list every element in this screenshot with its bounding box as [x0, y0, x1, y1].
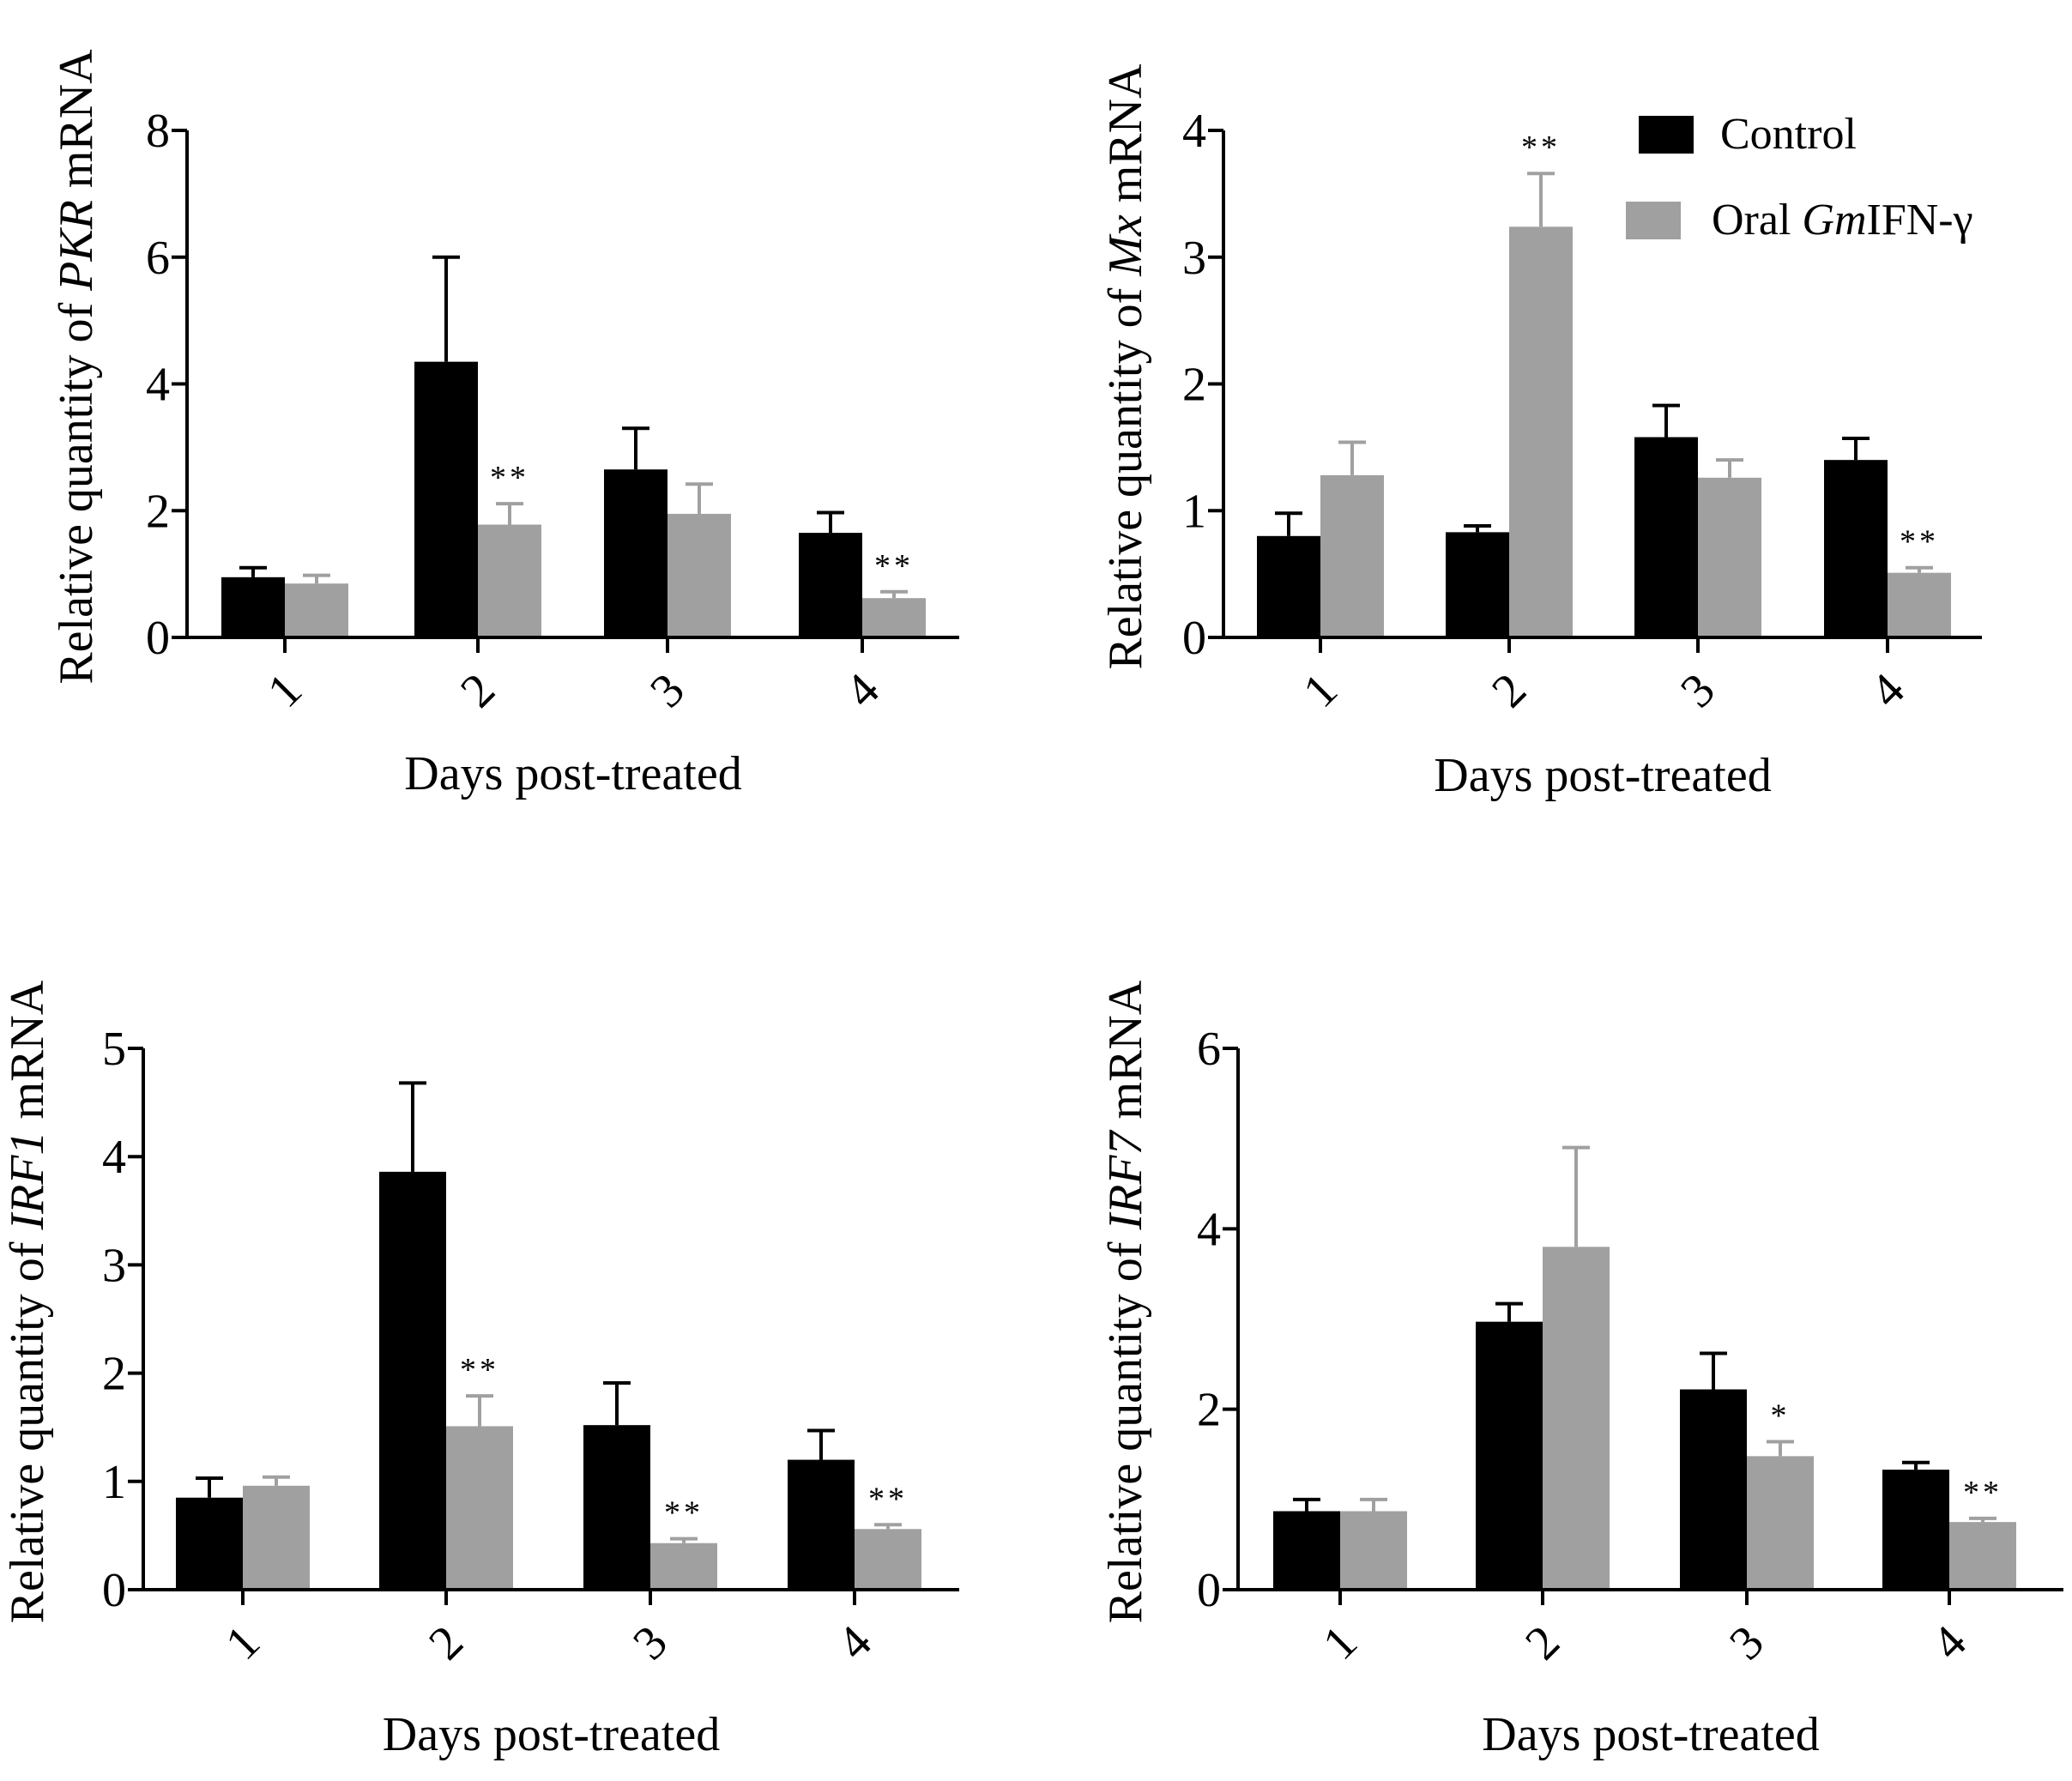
bar-treated-day-4 — [1888, 572, 1951, 637]
bar-treated-day-2 — [478, 524, 541, 637]
significance-mark: ** — [874, 548, 914, 584]
x-axis-title: Days post-treated — [1482, 1708, 1819, 1761]
y-tick-label: 4 — [102, 1131, 126, 1184]
y-tick-label: 1 — [102, 1456, 126, 1509]
x-tick-label: 1 — [1313, 1615, 1368, 1670]
y-tick-label: 0 — [146, 612, 170, 665]
bar-control-day-3 — [1634, 437, 1698, 637]
x-axis-title: Days post-treated — [383, 1708, 720, 1761]
y-tick-label: 6 — [146, 232, 170, 285]
y-tick-label: 8 — [146, 105, 170, 158]
x-tick-label: 1 — [257, 663, 312, 718]
x-tick-label: 2 — [450, 663, 505, 718]
bar-treated-day-4 — [862, 598, 926, 637]
x-tick-label: 4 — [1860, 663, 1915, 718]
y-tick-label: 5 — [102, 1023, 126, 1076]
y-tick-label: 2 — [102, 1348, 126, 1401]
bar-control-day-3 — [583, 1425, 650, 1590]
chart-panel-2: ** ** 0 1 2 3 4 1 2 3 4 Days post-treated Relative q… — [1099, 63, 1982, 802]
y-tick-label: 6 — [1197, 1023, 1221, 1076]
significance-mark: ** — [460, 1352, 499, 1388]
bar-treated-day-2 — [446, 1426, 513, 1590]
significance-mark: ** — [664, 1495, 704, 1531]
y-tick-label: 2 — [146, 485, 170, 538]
bar-treated-day-3 — [650, 1543, 717, 1590]
y-tick-label: 0 — [1182, 612, 1206, 665]
bar-control-day-3 — [604, 469, 668, 637]
bar-control-day-4 — [1882, 1470, 1949, 1590]
bar-control-day-4 — [1824, 460, 1888, 637]
y-tick-label: 0 — [102, 1564, 126, 1617]
y-tick-label: 3 — [1182, 232, 1206, 285]
y-axis-title: Relative quantity of PKR mRNA — [50, 49, 103, 685]
x-tick-label: 2 — [1482, 663, 1537, 718]
bar-control-day-2 — [1476, 1321, 1543, 1590]
bar-control-day-1 — [1257, 535, 1320, 637]
y-tick-label: 2 — [1182, 359, 1206, 412]
bar-control-day-2 — [414, 361, 478, 637]
significance-mark: ** — [1900, 524, 1939, 560]
x-tick-label: 3 — [1670, 663, 1725, 718]
bar-treated-day-2 — [1543, 1247, 1610, 1590]
x-tick-label: 4 — [1922, 1615, 1977, 1670]
bar-treated-day-3 — [1698, 477, 1761, 637]
bar-control-day-1 — [176, 1497, 243, 1590]
bar-control-day-3 — [1680, 1389, 1747, 1590]
legend: Control Oral GmIFN-γ — [1626, 110, 1973, 245]
legend-swatch-control — [1639, 116, 1694, 154]
bar-treated-day-2 — [1509, 226, 1573, 637]
legend-swatch-treated — [1626, 202, 1681, 239]
significance-mark: ** — [868, 1481, 908, 1517]
y-axis-title: Relative quantity of IRF7 mRNA — [1099, 980, 1152, 1623]
y-tick-label: 4 — [1197, 1203, 1221, 1256]
legend-label-control: Control — [1720, 110, 1857, 159]
panels: ** ** 0 2 4 6 8 1 2 3 4 Days post-treated Relative q… — [1, 49, 2063, 1761]
bar-treated-day-1 — [1340, 1511, 1407, 1590]
bar-treated-day-4 — [1949, 1522, 2016, 1590]
y-tick-label: 4 — [1182, 105, 1206, 158]
y-tick-label: 3 — [102, 1239, 126, 1292]
bar-control-day-2 — [379, 1171, 446, 1590]
x-tick-label: 1 — [1293, 663, 1348, 718]
bar-control-day-4 — [799, 533, 862, 637]
bar-control-day-1 — [221, 577, 285, 637]
y-tick-label: 0 — [1197, 1564, 1221, 1617]
x-axis-title: Days post-treated — [1434, 749, 1771, 802]
bar-treated-day-3 — [1747, 1456, 1814, 1590]
y-tick-label: 1 — [1182, 485, 1206, 538]
y-axis-title: Relative quantity of IRF1 mRNA — [1, 980, 54, 1623]
bar-treated-day-3 — [668, 513, 731, 637]
significance-mark: ** — [1521, 130, 1561, 166]
x-tick-label: 2 — [419, 1615, 474, 1670]
x-tick-label: 3 — [623, 1615, 678, 1670]
y-axis-title: Relative quantity of Mx mRNA — [1099, 63, 1152, 670]
significance-mark: ** — [1963, 1475, 2003, 1511]
x-tick-label: 3 — [1719, 1615, 1774, 1670]
bar-treated-day-4 — [855, 1529, 921, 1590]
chart-panel-3: ** ** ** 0 1 2 3 4 5 1 2 3 4 Days post-treated Relativ… — [1, 980, 959, 1761]
significance-mark: ** — [490, 460, 529, 496]
x-axis-title: Days post-treated — [404, 747, 741, 800]
y-tick-label: 4 — [146, 359, 170, 412]
bar-treated-day-1 — [1320, 474, 1384, 637]
x-tick-label: 4 — [835, 663, 890, 718]
significance-mark: * — [1771, 1398, 1791, 1434]
bar-control-day-1 — [1273, 1511, 1340, 1590]
bar-control-day-2 — [1446, 532, 1509, 637]
bar-control-day-4 — [788, 1459, 855, 1590]
bar-treated-day-1 — [243, 1485, 310, 1590]
y-tick-label: 2 — [1197, 1384, 1221, 1437]
x-tick-label: 1 — [215, 1615, 270, 1670]
bar-treated-day-1 — [285, 583, 348, 637]
legend-label-treated: Oral GmIFN-γ — [1712, 196, 1973, 245]
chart-panel-1: ** ** 0 2 4 6 8 1 2 3 4 Days post-treated Relative q… — [50, 49, 959, 800]
x-tick-label: 4 — [827, 1615, 882, 1670]
x-tick-label: 2 — [1515, 1615, 1570, 1670]
x-tick-label: 3 — [640, 663, 695, 718]
